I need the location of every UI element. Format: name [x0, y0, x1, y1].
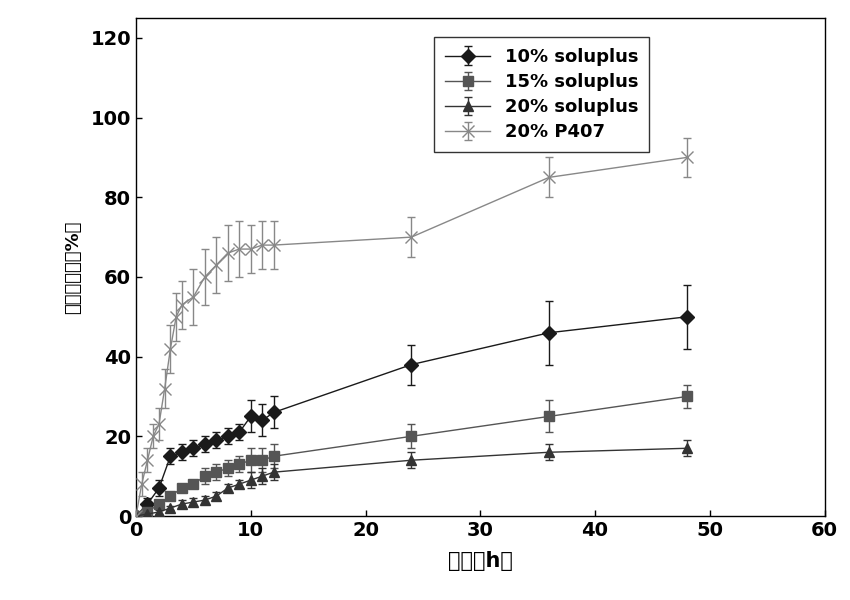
Y-axis label: 累积释放量（%）: 累积释放量（%）: [65, 220, 82, 314]
Legend: 10% soluplus, 15% soluplus, 20% soluplus, 20% P407: 10% soluplus, 15% soluplus, 20% soluplus…: [434, 37, 649, 152]
X-axis label: 时间（h）: 时间（h）: [448, 551, 513, 571]
